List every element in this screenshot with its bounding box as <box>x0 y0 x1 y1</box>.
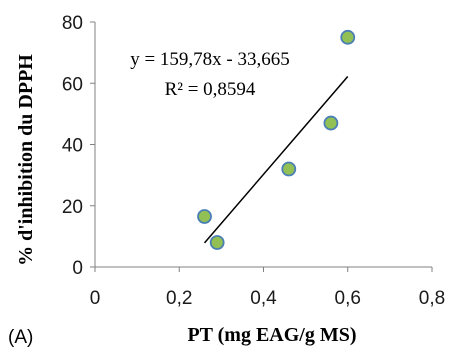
tick-labels: 0 20 40 60 80 0 0,2 0,4 0,6 0,8 <box>62 13 445 309</box>
ticks <box>90 21 433 272</box>
x-tick-label: 0,8 <box>419 288 445 309</box>
data-point <box>340 29 356 45</box>
data-point <box>209 235 225 250</box>
data-point <box>281 161 297 177</box>
x-tick-label: 0,6 <box>335 288 361 309</box>
data-point <box>197 209 212 224</box>
data-point <box>323 115 339 131</box>
y-axis-title: % d'inhibition du DPPH <box>15 54 37 266</box>
y-tick-label: 40 <box>62 136 83 157</box>
r-squared-label: R² = 0,8594 <box>165 79 256 100</box>
y-tick-label: 80 <box>62 13 83 34</box>
trendline-equation: y = 159,78x - 33,665 <box>130 49 290 70</box>
y-tick-label: 20 <box>62 197 83 218</box>
x-tick-label: 0 <box>90 288 101 309</box>
trendline <box>203 76 349 244</box>
x-tick-label: 0,4 <box>250 288 277 309</box>
x-axis-title: PT (mg EAG/g MS) <box>187 324 356 346</box>
y-tick-label: 60 <box>62 74 83 95</box>
y-tick-label: 0 <box>72 258 83 279</box>
x-tick-label: 0,2 <box>166 288 192 309</box>
data-points <box>197 29 356 250</box>
panel-label: (A) <box>8 327 33 348</box>
